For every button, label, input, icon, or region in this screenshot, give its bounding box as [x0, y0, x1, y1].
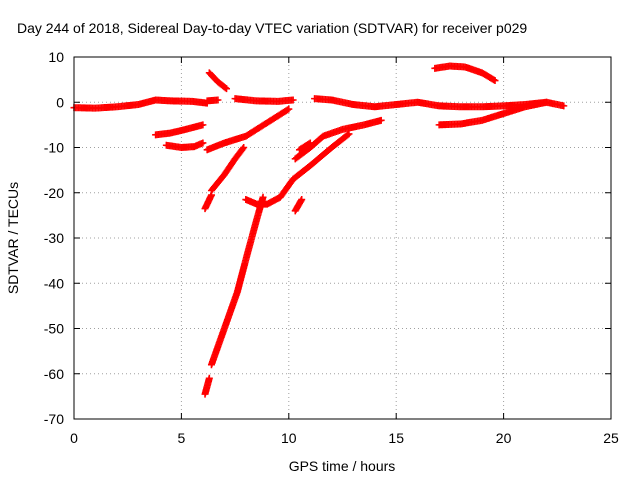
data-point-marker: [344, 131, 352, 139]
y-tick-label: -40: [44, 275, 64, 291]
chart-title: Day 244 of 2018, Sidereal Day-to-day VTE…: [17, 20, 527, 36]
series-arc-17: [435, 98, 551, 129]
x-tick-label: 20: [496, 430, 512, 446]
series-arc-15: [296, 139, 314, 154]
data-point-marker: [240, 144, 248, 151]
data-point-marker: [221, 84, 229, 92]
grid-lines: [74, 57, 611, 419]
y-tick-label: 0: [56, 94, 64, 110]
x-tick-label: 10: [281, 430, 297, 446]
y-tick-label: 10: [48, 49, 64, 65]
data-point-marker: [298, 196, 306, 204]
x-tick-label: 0: [70, 430, 78, 446]
data-point-marker: [377, 116, 385, 124]
y-tick-label: -60: [44, 366, 64, 382]
data-point-marker: [214, 96, 222, 104]
data-point-marker: [205, 374, 213, 382]
series-arc-13: [291, 196, 306, 215]
y-tick-label: -70: [44, 411, 64, 427]
series-arc-12: [207, 193, 267, 369]
series-arc-4: [203, 96, 222, 105]
series-arc-8: [201, 191, 215, 213]
plot-marks: [70, 62, 568, 398]
x-axis-label: GPS time / hours: [289, 458, 396, 474]
data-point-marker: [239, 145, 247, 153]
data-point-marker: [199, 139, 207, 147]
data-point-marker: [285, 105, 293, 113]
series-arc-5: [205, 69, 231, 93]
y-tick-label: -50: [44, 321, 64, 337]
data-point-marker: [289, 96, 297, 104]
data-point-marker: [560, 102, 568, 110]
data-point-marker: [283, 106, 291, 114]
data-point-marker: [491, 77, 499, 85]
y-tick-label: -20: [44, 185, 64, 201]
data-point-marker: [306, 139, 314, 147]
data-point-marker: [199, 121, 207, 129]
data-point-marker: [207, 191, 215, 199]
series-arc-7: [207, 144, 248, 194]
series-arc-3: [162, 139, 207, 151]
x-tick-label: 25: [603, 430, 619, 446]
y-tick-label: -30: [44, 230, 64, 246]
data-point-marker: [305, 140, 313, 148]
series-arc-11: [201, 374, 213, 398]
series-arc-9: [231, 95, 297, 105]
data-point-marker: [259, 193, 267, 201]
series-arc-6: [203, 105, 293, 154]
y-tick-label: -10: [44, 140, 64, 156]
series-arc-1: [70, 96, 211, 112]
data-point-marker: [543, 98, 551, 106]
data-point-marker: [223, 85, 231, 93]
x-tick-label: 5: [178, 430, 186, 446]
series-arc-10: [242, 130, 353, 208]
y-axis-label: SDTVAR / TECUs: [5, 182, 21, 294]
series-arc-18: [431, 62, 499, 85]
axis-ticks: 0 5 10 15 20 25 10 0 -10 -20 -30 -40 -50 -60 -70: [44, 49, 619, 446]
series-arc-16: [311, 95, 568, 111]
series-arc-2: [152, 121, 207, 139]
x-tick-label: 15: [388, 430, 404, 446]
